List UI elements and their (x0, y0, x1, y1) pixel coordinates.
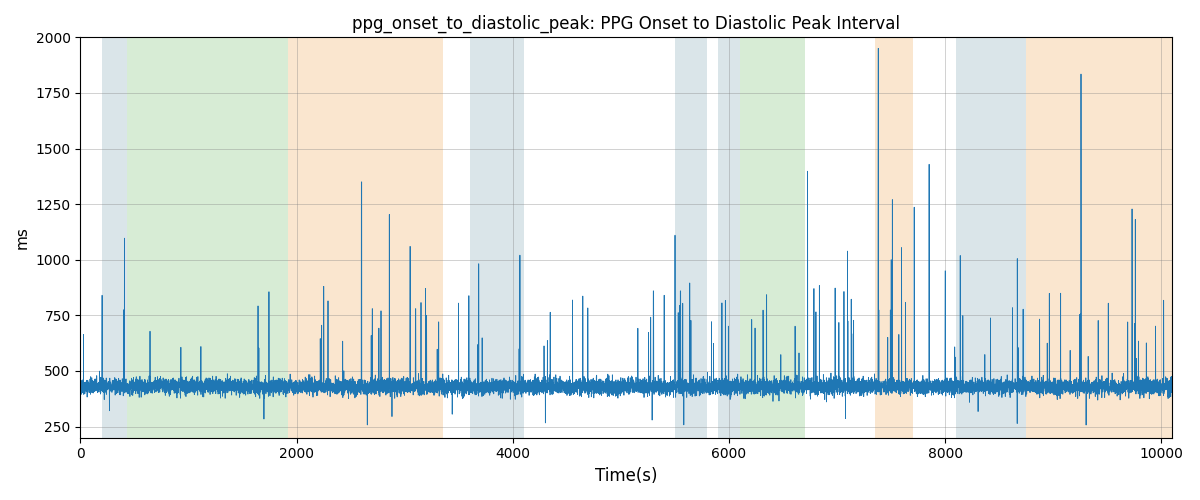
Bar (288, 38, 443, 438)
Bar (127, 38, 288, 438)
Bar (875, 38, 913, 438)
Bar (102, 38, 127, 438)
X-axis label: Time(s): Time(s) (595, 467, 658, 485)
Bar (740, 38, 805, 438)
Bar (674, 38, 708, 438)
Title: ppg_onset_to_diastolic_peak: PPG Onset to Diastolic Peak Interval: ppg_onset_to_diastolic_peak: PPG Onset t… (353, 15, 900, 34)
Bar (469, 38, 523, 438)
Bar (719, 38, 740, 438)
Bar (956, 38, 1026, 438)
Bar (1026, 38, 1172, 438)
Y-axis label: ms: ms (14, 226, 30, 249)
